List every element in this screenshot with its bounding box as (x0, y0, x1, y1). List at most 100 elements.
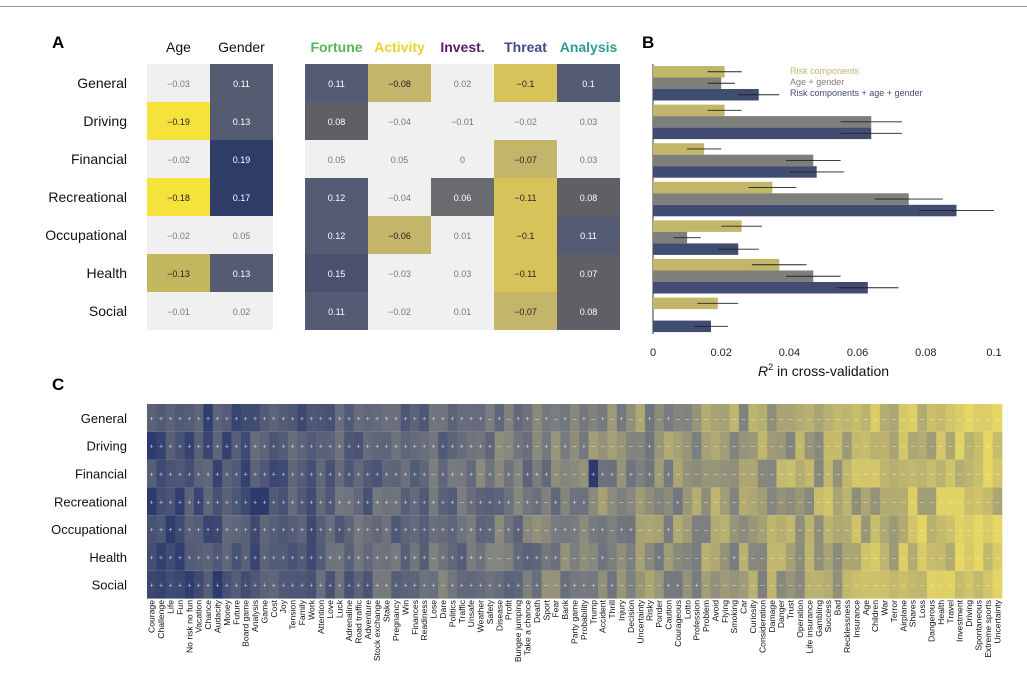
col-header-fortune: Fortune (310, 39, 362, 55)
cell-health-damage (767, 543, 777, 571)
cell-health-work (306, 543, 317, 571)
cell-sign: – (620, 444, 624, 451)
col-label-decision: Decision (626, 600, 636, 633)
cell-sign: – (892, 555, 896, 562)
cell-general-life (165, 404, 176, 432)
col-label-road-traffic: Road traffic (353, 599, 363, 643)
cell-sign: – (526, 583, 530, 590)
cell-sign: + (516, 444, 520, 451)
col-label-disease: Disease (494, 600, 504, 631)
cell-general-driving (964, 404, 975, 432)
cell-value: 0.11 (328, 307, 345, 317)
cell-recreational-gambling (814, 487, 824, 516)
cell-financial-profession (691, 459, 702, 488)
cell-general-adrenaline (344, 404, 355, 432)
cell-sign: – (685, 444, 689, 451)
cell-financial-accident (597, 459, 608, 488)
cell-occupational-life-insurance (804, 515, 815, 543)
cell-general-extreme-sports (983, 404, 993, 432)
cell-general-courageous (673, 404, 683, 432)
cell-health-party-game (569, 543, 580, 571)
cell-occupational-bank (560, 515, 571, 543)
cell-health-car (738, 543, 749, 571)
cell-general-airplane (898, 404, 909, 432)
cell-sign: – (995, 472, 999, 479)
cell-occupational-damage (767, 515, 777, 543)
cell-sign: – (573, 472, 577, 479)
cell-sign: + (356, 499, 360, 506)
cell-sign: + (225, 583, 229, 590)
cell-sign: + (356, 527, 360, 534)
cell-social-weather (475, 570, 486, 599)
col-label-gambling: Gambling (814, 600, 824, 637)
cell-value: 0.07 (580, 269, 598, 279)
cell-occupational-airplane (898, 515, 909, 543)
cell-sign: + (291, 444, 295, 451)
cell-sign: + (225, 499, 229, 506)
cell-social-cost (269, 570, 279, 599)
cell-sign: – (573, 555, 577, 562)
cell-sign: + (356, 444, 360, 451)
cell-sign: – (817, 527, 821, 534)
col-label-fun: Fun (175, 600, 185, 615)
cell-general-take-a-chance (522, 404, 533, 432)
cell-value: 0.13 (233, 269, 251, 279)
cell-sign: + (478, 583, 482, 590)
cell-sign: + (225, 555, 229, 562)
cell-sign: + (403, 499, 407, 506)
cell-health-challenge (156, 543, 167, 571)
col-label-consideration: Consideration (757, 600, 767, 653)
cell-sign: – (497, 555, 501, 562)
cell-social-terror (889, 570, 899, 599)
cell-driving-stock-exchange (372, 431, 383, 460)
cell-health-uncertainty (992, 543, 1003, 571)
cell-health-danger (776, 543, 787, 571)
cell-driving-win (400, 431, 411, 460)
col-label-lose: Lose (429, 600, 439, 619)
cell-sign: – (789, 416, 793, 423)
cell-sign: – (779, 499, 783, 506)
bar-financial-risk-components (653, 143, 705, 155)
cell-value: 0.11 (580, 231, 597, 241)
cell-sign: – (488, 555, 492, 562)
cell-sign: – (573, 416, 577, 423)
cell-sign: – (836, 499, 840, 506)
cell-sign: – (977, 555, 981, 562)
cell-financial-operation (795, 459, 805, 488)
cell-sign: + (150, 444, 154, 451)
cell-sign: + (375, 416, 379, 423)
cell-financial-decision (626, 459, 636, 488)
cell-sign: + (441, 444, 445, 451)
cell-recreational-operation (795, 487, 805, 516)
cell-sign: – (732, 472, 736, 479)
cell-general-threat (494, 64, 557, 102)
col-label-luck: Luck (335, 599, 345, 618)
cell-sign: + (234, 527, 238, 534)
cell-recreational-no-risk-no-fun (184, 487, 195, 516)
cell-sign: + (187, 472, 191, 479)
cell-social-avoid (710, 570, 721, 599)
bar-driving-risk-components (653, 104, 725, 117)
cell-sign: + (159, 472, 163, 479)
cell-health-courage (147, 543, 157, 571)
cell-sign: + (206, 444, 210, 451)
cell-sign: – (779, 583, 783, 590)
cell-driving-damage (767, 431, 777, 460)
cell-sign: + (253, 583, 257, 590)
cell-occupational-loss (917, 515, 928, 543)
cell-sign: + (347, 472, 351, 479)
cell-social-death (532, 570, 542, 599)
cell-sign: + (244, 416, 248, 423)
col-header-invest: Invest. (440, 39, 484, 55)
cell-sign: + (422, 472, 426, 479)
cell-driving-pregnancy (391, 431, 401, 460)
cell-sign: + (488, 583, 492, 590)
cell-occupational-consideration (757, 515, 768, 543)
cell-general-lotto (682, 404, 693, 432)
cell-sign: – (967, 444, 971, 451)
cell-health-take-a-chance (522, 543, 533, 571)
cell-sign: – (977, 583, 981, 590)
cell-value: −0.02 (167, 155, 190, 165)
cell-social-safety (485, 570, 495, 599)
cell-sign: – (573, 444, 577, 451)
